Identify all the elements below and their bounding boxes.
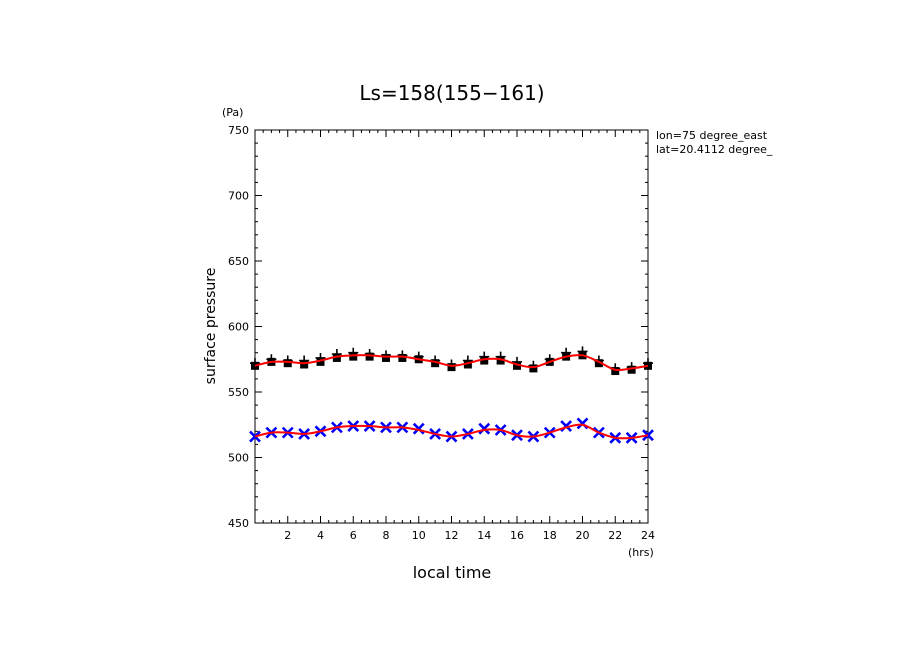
point-plus xyxy=(364,349,375,360)
x-tick-label: 8 xyxy=(383,529,390,542)
annotation-lon: lon=75 degree_east xyxy=(656,129,768,142)
x-tick-label: 12 xyxy=(445,529,459,542)
point-plus xyxy=(381,350,391,361)
point-plus xyxy=(250,358,260,369)
x-tick-label: 18 xyxy=(543,529,557,542)
x-axis-unit: (hrs) xyxy=(628,546,654,559)
series-line xyxy=(254,354,649,372)
series-layer xyxy=(249,346,654,444)
series-plus xyxy=(250,346,653,374)
y-axis-unit: (Pa) xyxy=(222,106,243,119)
point-plus xyxy=(282,355,293,366)
series-line xyxy=(254,423,649,440)
y-tick-label: 750 xyxy=(228,124,249,137)
x-axis-label: local time xyxy=(413,563,492,582)
x-tick-label: 2 xyxy=(284,529,291,542)
annotation-lat: lat=20.4112 degree_ xyxy=(656,143,773,156)
point-x xyxy=(576,417,589,430)
x-tick-label: 16 xyxy=(510,529,524,542)
x-tick-label: 14 xyxy=(477,529,491,542)
point-plus xyxy=(397,350,408,361)
point-x xyxy=(412,422,425,435)
y-tick-label: 500 xyxy=(228,452,249,465)
x-tick-label: 24 xyxy=(641,529,655,542)
chart-title: Ls=158(155−161) xyxy=(359,81,544,105)
x-tick-label: 22 xyxy=(608,529,622,542)
y-tick-label: 700 xyxy=(228,190,249,203)
x-tick-label: 20 xyxy=(576,529,590,542)
y-tick-label: 450 xyxy=(228,517,249,530)
x-tick-label: 4 xyxy=(317,529,324,542)
series-line xyxy=(254,354,649,372)
y-tick-label: 550 xyxy=(228,386,249,399)
series-x xyxy=(249,417,654,444)
y-axis-label: surface pressure xyxy=(203,268,219,385)
series-line xyxy=(254,423,649,440)
x-tick-label: 6 xyxy=(350,529,357,542)
point-x xyxy=(560,420,573,432)
y-tick-label: 600 xyxy=(228,321,249,334)
axis-ticks: 2 4 6 8 10 12 14 16 18 20 22 2445050055060065070075… xyxy=(228,124,655,542)
x-tick-label: 10 xyxy=(412,529,426,542)
y-tick-label: 650 xyxy=(228,255,249,268)
point-x xyxy=(478,422,491,435)
plot-frame xyxy=(254,129,649,524)
